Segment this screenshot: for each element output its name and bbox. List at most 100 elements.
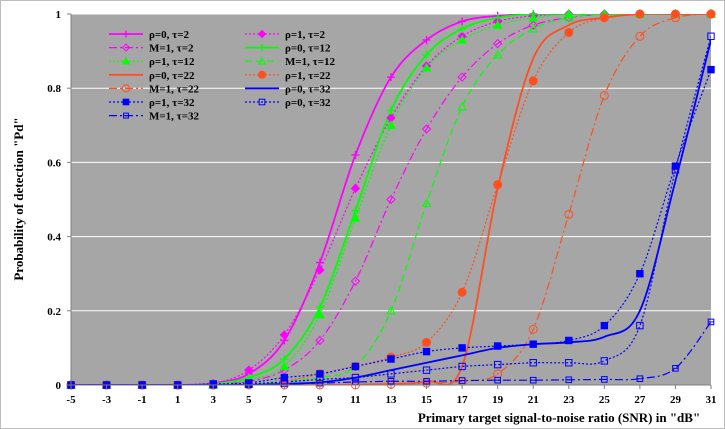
x-tick-label: 25	[599, 394, 611, 406]
legend-marker-8	[122, 84, 130, 93]
x-tick-label: -3	[102, 394, 112, 406]
x-tick-label: 15	[421, 394, 433, 406]
data-point-s4-p13	[528, 12, 539, 22]
data-point-s11-p12	[493, 360, 502, 369]
data-point-s0-p11	[458, 17, 467, 26]
legend-label-9: ρ=0, τ=32	[285, 83, 331, 95]
x-tick-label: 31	[706, 394, 717, 406]
legend-label-4: ρ=1, τ=12	[149, 56, 195, 68]
data-point-s11-p16	[636, 321, 644, 330]
data-point-s10-p18	[707, 65, 715, 74]
data-point-s5-p12	[492, 49, 503, 59]
data-point-s5-p10	[421, 198, 432, 207]
data-point-s8-p16	[635, 31, 645, 41]
data-point-s8-p13	[528, 324, 538, 334]
x-tick-label: 3	[210, 394, 216, 406]
data-point-s8-p15	[599, 91, 609, 101]
data-point-s7-p16	[635, 9, 645, 19]
series-line-1	[71, 14, 711, 385]
legend-marker-10	[122, 98, 130, 106]
legend-marker-3	[258, 44, 266, 52]
data-point-s10-p15	[600, 321, 609, 330]
data-point-s3-p10	[422, 50, 431, 59]
data-point-s11-p17	[671, 166, 680, 174]
legend: ρ=0, τ=2 ρ=1, τ=2 M=1, τ=2 ρ=0, τ=12 ρ=1, τ=…	[109, 29, 335, 123]
x-axis-title: Primary target signal-to-noise ratio (SN…	[418, 410, 700, 425]
data-point-s10-p11	[458, 344, 466, 352]
data-point-s2-p12	[492, 38, 503, 49]
legend-label-5: M=1, τ=12	[285, 56, 335, 68]
legend-label-7: ρ=1, τ=22	[285, 70, 331, 82]
axes: -5 -3 -1 1 3 5 7 9 11 13 15 17 19 21 23 25 27 29 3100.20.4…	[47, 9, 716, 406]
data-point-s0-p8	[351, 150, 360, 159]
data-point-s10-p7	[316, 370, 324, 378]
legend-label-6: ρ=0, τ=22	[149, 70, 195, 82]
y-tick-label: 0.8	[47, 83, 61, 95]
data-point-s4-p7	[315, 309, 325, 319]
data-point-s11-p15	[600, 357, 609, 365]
legend-label-3: ρ=0, τ=12	[285, 43, 331, 55]
y-tick-label: 0	[56, 380, 62, 392]
data-point-s10-p6	[280, 373, 289, 382]
data-point-s2-p9	[386, 194, 396, 205]
legend-marker-5	[257, 56, 267, 65]
legend-marker-7	[258, 70, 266, 79]
legend-marker-4	[121, 56, 131, 65]
data-point-s10-p17	[671, 162, 680, 170]
y-tick-label: 1	[56, 9, 62, 21]
data-point-s7-p13	[528, 76, 538, 86]
data-point-s7-p10	[422, 337, 432, 347]
data-point-s3-p11	[458, 24, 467, 33]
data-point-s0-p10	[422, 35, 431, 44]
data-point-s2-p7	[315, 335, 325, 346]
x-tick-label: 21	[528, 394, 539, 406]
y-axis-title: Probability of detection "Pd"	[11, 117, 26, 280]
data-point-s7-p12	[493, 180, 503, 190]
data-point-s0-p7	[315, 258, 324, 267]
data-point-s10-p9	[387, 355, 395, 363]
legend-label-2: M=1, τ=2	[149, 43, 194, 55]
x-tick-label: 27	[634, 394, 646, 406]
data-point-s0-p9	[387, 73, 395, 82]
data-point-s10-p13	[529, 340, 537, 348]
legend-label-8: M=1, τ=22	[149, 83, 199, 95]
data-point-s4-p12	[492, 20, 503, 29]
data-point-s2-p11	[457, 72, 467, 82]
data-point-s2-p8	[350, 276, 361, 286]
x-tick-label: 5	[246, 394, 252, 406]
data-point-s3-p9	[387, 106, 395, 115]
data-point-s11-p13	[529, 359, 537, 367]
data-point-s10-p10	[422, 347, 431, 356]
legend-label-0: ρ=0, τ=2	[149, 29, 189, 41]
data-point-s10-p16	[636, 270, 644, 278]
data-point-s11-p9	[387, 370, 395, 378]
series-line-4	[71, 14, 711, 385]
data-point-s8-p17	[670, 13, 680, 23]
data-point-s5-p14	[563, 12, 574, 22]
data-point-s4-p9	[386, 120, 396, 129]
x-tick-label: 13	[386, 394, 398, 406]
series-markers	[66, 8, 716, 390]
data-point-s4-p8	[350, 213, 361, 222]
data-point-s1-p7	[315, 265, 325, 275]
data-point-s11-p8	[351, 373, 360, 382]
legend-marker-0	[122, 30, 130, 38]
data-point-s10-p14	[565, 336, 573, 345]
x-tick-label: 1	[175, 394, 181, 406]
data-point-s8-p18	[706, 9, 716, 19]
legend-label-10: ρ=1, τ=32	[149, 97, 195, 109]
x-tick-label: 17	[457, 394, 469, 406]
data-point-s11-p11	[458, 362, 466, 371]
x-tick-label: -5	[66, 394, 76, 406]
legend-label-1: ρ=1, τ=2	[285, 29, 325, 41]
series-line-7	[71, 14, 711, 385]
data-point-s11-p10	[422, 366, 431, 374]
data-point-s10-p8	[351, 362, 360, 371]
data-point-s5-p13	[528, 23, 539, 33]
data-point-s1-p6	[279, 330, 290, 340]
legend-marker-1	[257, 29, 267, 39]
y-tick-label: 0.2	[47, 306, 61, 318]
x-tick-label: 29	[670, 394, 682, 406]
gridlines	[71, 13, 711, 312]
